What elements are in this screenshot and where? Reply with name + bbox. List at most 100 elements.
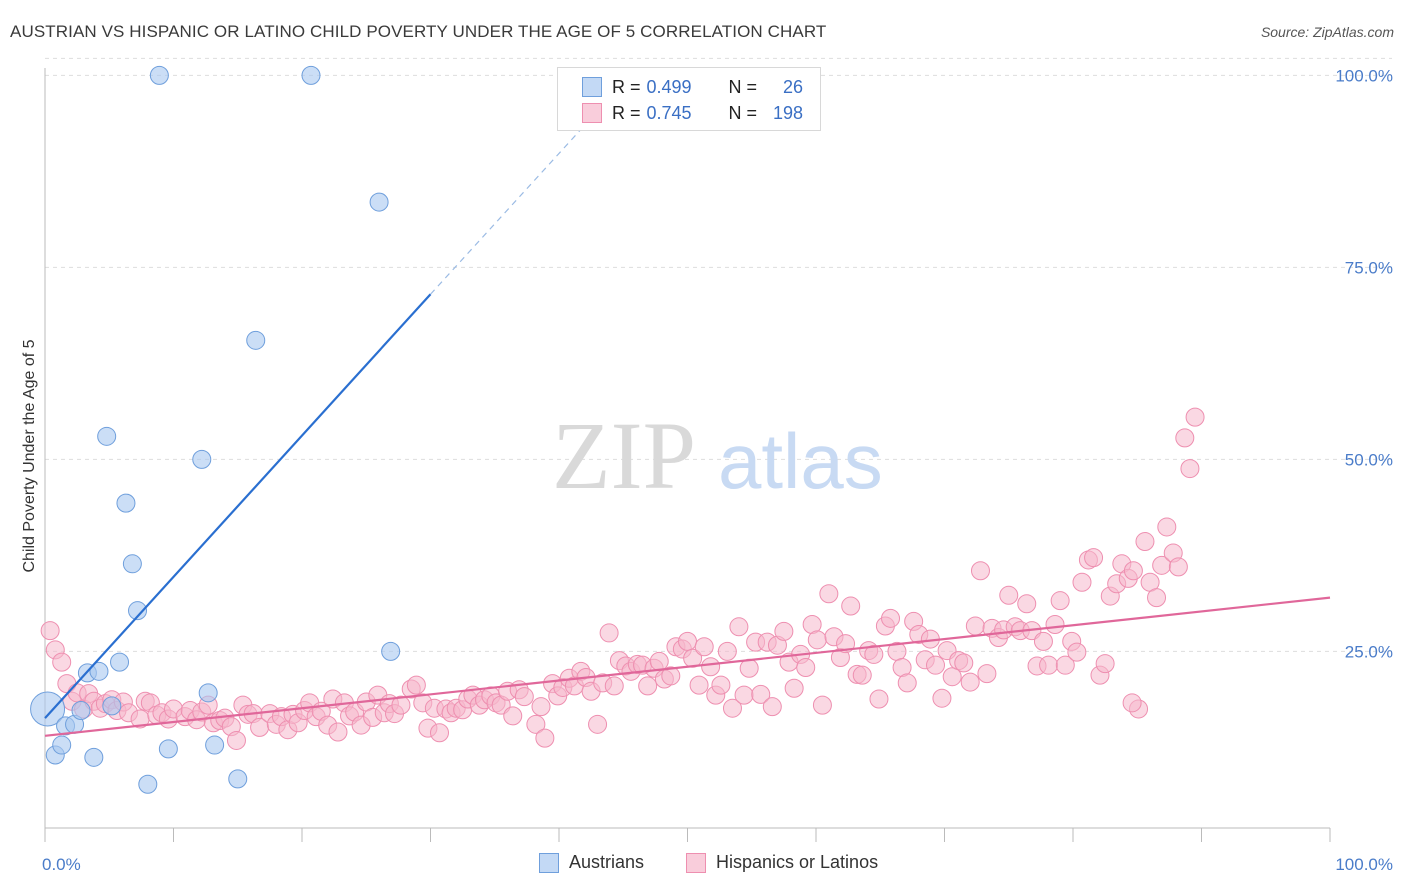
austrian-point: [205, 735, 225, 755]
hispanic-point: [406, 675, 426, 695]
austrian-point: [128, 601, 148, 621]
hispanic-point: [897, 673, 917, 693]
austrian-point: [138, 774, 158, 794]
hispanic-point: [1123, 561, 1143, 581]
hispanic-point: [932, 688, 952, 708]
trend-lines: [44, 124, 1331, 737]
hispanic-point: [661, 666, 681, 686]
legend-item-austrians: Austrians: [539, 852, 644, 873]
austrian-point: [198, 683, 218, 703]
hispanic-point: [717, 641, 737, 661]
hispanic-point: [1050, 591, 1070, 611]
hispanic-point: [734, 685, 754, 705]
hispanic-point: [503, 706, 523, 726]
hispanic-point: [711, 675, 731, 695]
hispanic-point: [852, 665, 872, 685]
austrian-point: [84, 747, 104, 767]
y-tick-label: 100.0%: [1335, 66, 1393, 85]
hispanic-point: [599, 623, 619, 643]
hispanic-point: [729, 617, 749, 637]
hispanic-point: [954, 653, 974, 673]
hispanic-point: [1084, 548, 1104, 568]
austrian-trend-line: [44, 293, 432, 719]
source-label: Source: ZipAtlas.com: [1260, 24, 1394, 40]
hispanic-point: [535, 728, 555, 748]
hispanic-point: [1045, 614, 1065, 634]
austrian-point: [30, 691, 66, 727]
hispanic-point: [638, 676, 658, 696]
hispanic-point: [604, 676, 624, 696]
austrian-point: [122, 554, 142, 574]
legend-row-austrians: R = 0.499 N = 26: [582, 75, 803, 99]
y-tick-label: 75.0%: [1345, 258, 1393, 277]
hispanic-point: [722, 698, 742, 718]
austrian-point: [158, 739, 178, 759]
series-legend: Austrians Hispanics or Latinos: [0, 852, 1406, 878]
n-label: N =: [728, 76, 758, 97]
austrian-point: [246, 330, 266, 350]
hispanic-points: [40, 407, 1205, 750]
hispanic-point: [1017, 594, 1037, 614]
r-label: R =: [612, 102, 641, 123]
correlation-legend: R = 0.499 N = 26 R = 0.745 N = 198: [557, 67, 821, 131]
hispanic-point: [678, 631, 697, 651]
hispanic-point: [1157, 517, 1177, 537]
hispanic-point: [689, 675, 709, 695]
hispanic-point: [960, 672, 980, 692]
hispanic-point: [526, 714, 546, 734]
austrian-point: [110, 652, 130, 672]
hispanic-point: [694, 637, 714, 657]
austrian-point: [149, 65, 169, 85]
hispanic-point: [999, 585, 1019, 605]
watermark-zip: ZIP: [552, 402, 696, 509]
austrian-points: [30, 65, 401, 794]
austrian-point: [52, 735, 72, 755]
austrian-point: [228, 769, 248, 789]
x-tick-label: 100.0%: [1335, 855, 1393, 874]
hispanic-point: [531, 697, 551, 717]
hispanic-point: [1135, 532, 1155, 552]
n-label: N =: [728, 102, 758, 123]
hispanic-point: [328, 722, 348, 742]
chart-title: AUSTRIAN VS HISPANIC OR LATINO CHILD POV…: [10, 22, 827, 41]
hispanic-point: [881, 608, 901, 628]
hispanics-label: Hispanics or Latinos: [716, 852, 879, 872]
hispanic-point: [701, 657, 721, 677]
austrian-point: [381, 641, 401, 661]
austrian-point: [192, 449, 212, 469]
x-tick-labels: 0.0% 100.0%: [42, 855, 1393, 874]
austrians-swatch: [582, 77, 602, 97]
austrian-point: [71, 700, 91, 720]
hispanic-point: [1185, 407, 1205, 427]
hispanic-point: [226, 730, 246, 750]
hispanic-point: [812, 695, 832, 715]
hispanic-point: [391, 695, 411, 715]
hispanic-trend-line: [44, 596, 1331, 737]
hispanic-point: [751, 684, 771, 704]
watermark: ZIP atlas: [552, 402, 883, 509]
hispanic-point: [1033, 631, 1053, 651]
austrian-point: [89, 661, 109, 681]
austrian-point: [97, 426, 117, 446]
y-axis-label: Child Poverty Under the Age of 5: [21, 339, 38, 572]
hispanic-point: [869, 689, 889, 709]
hispanic-point: [977, 664, 997, 684]
hispanic-point: [588, 714, 608, 734]
legend-item-hispanics: Hispanics or Latinos: [686, 852, 878, 873]
hispanic-point: [1055, 655, 1075, 675]
hispanic-point: [942, 667, 962, 687]
hispanic-point: [864, 644, 884, 664]
austrian-point: [102, 696, 122, 716]
legend-row-hispanics: R = 0.745 N = 198: [582, 101, 803, 125]
austrian-trend-extension: [430, 124, 586, 295]
hispanic-point: [1168, 557, 1188, 577]
austrians-swatch: [539, 852, 559, 873]
hispanic-point: [40, 621, 60, 641]
hispanic-point: [774, 621, 794, 641]
y-tick-label: 50.0%: [1345, 450, 1393, 469]
r-value: 0.499: [646, 76, 692, 97]
hispanic-point: [1122, 693, 1142, 713]
hispanic-point: [1039, 655, 1059, 675]
hispanic-point: [739, 658, 759, 678]
hispanic-point: [970, 561, 990, 581]
